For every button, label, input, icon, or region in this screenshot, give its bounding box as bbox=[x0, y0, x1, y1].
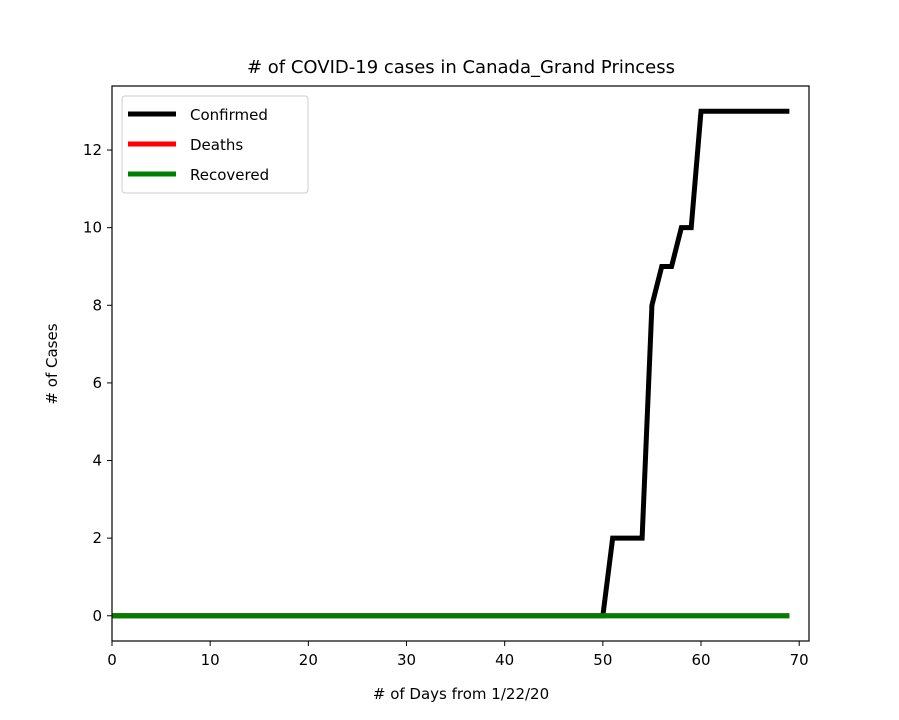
legend-label-deaths: Deaths bbox=[190, 136, 243, 154]
legend-label-confirmed: Confirmed bbox=[190, 106, 268, 124]
legend-box bbox=[121, 95, 309, 194]
x-tick-label: 50 bbox=[593, 651, 612, 669]
x-tick-label: 0 bbox=[107, 651, 117, 669]
series-line-confirmed bbox=[112, 108, 790, 619]
legend-label-recovered: Recovered bbox=[190, 166, 269, 184]
y-tick-label: 0 bbox=[92, 607, 102, 625]
y-tick-label: 12 bbox=[83, 141, 102, 159]
y-tick-label: 10 bbox=[83, 219, 102, 237]
chart-title: # of COVID-19 cases in Canada_Grand Prin… bbox=[247, 57, 675, 78]
y-axis: 0 2 4 6 8 10 12 bbox=[83, 141, 112, 625]
x-tick-label: 30 bbox=[397, 651, 416, 669]
x-tick-label: 20 bbox=[299, 651, 318, 669]
plot-area bbox=[111, 85, 810, 642]
x-tick-label: 60 bbox=[691, 651, 710, 669]
y-tick-label: 4 bbox=[92, 452, 102, 470]
y-axis-label: # of Cases bbox=[43, 323, 61, 404]
series-layer bbox=[112, 108, 790, 619]
y-tick-label: 8 bbox=[92, 296, 102, 314]
plot-frame bbox=[111, 85, 810, 642]
y-tick-label: 6 bbox=[92, 374, 102, 392]
x-axis-label: # of Days from 1/22/20 bbox=[373, 685, 549, 703]
x-tick-label: 40 bbox=[495, 651, 514, 669]
x-tick-label: 10 bbox=[201, 651, 220, 669]
y-tick-label: 2 bbox=[92, 529, 102, 547]
x-axis: 0 10 20 30 40 50 60 70 bbox=[107, 641, 809, 669]
legend: Confirmed Deaths Recovered bbox=[121, 95, 309, 194]
x-tick-label: 70 bbox=[790, 651, 809, 669]
